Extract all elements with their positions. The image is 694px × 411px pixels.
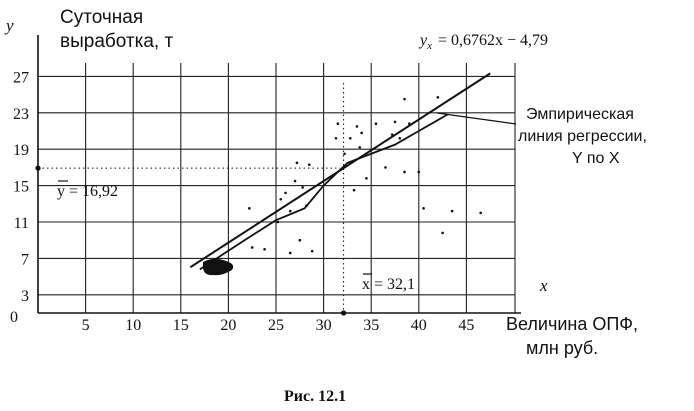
x-tick-label: 15: [173, 317, 189, 334]
y-tick-label: 3: [21, 288, 29, 305]
y-tick-label: 7: [21, 251, 29, 268]
x-tick-label: 30: [316, 317, 332, 334]
data-point: [288, 209, 292, 213]
chart-title-line2: выработка, т: [60, 31, 173, 52]
data-point: [301, 186, 304, 189]
data-point: [276, 220, 280, 224]
data-point: [441, 231, 444, 235]
data-point: [360, 131, 363, 135]
data-point: [393, 120, 397, 124]
data-points: [248, 96, 482, 255]
mean-x-label: x = 32,1: [362, 276, 415, 293]
x-tick-label: 10: [125, 317, 141, 334]
grid: [38, 63, 516, 313]
data-point: [293, 179, 297, 183]
y-tick-label: 27: [13, 69, 29, 86]
theoretical-line-label-sub: x: [426, 40, 432, 52]
y-tick-label: 19: [13, 142, 29, 159]
empirical-label-pointer: [436, 112, 517, 125]
regression-lines: [189, 72, 491, 271]
data-point: [358, 146, 362, 149]
mean-y-label: y = 16,92: [57, 183, 118, 200]
tick-labels: 5 10 15 20 25 30 35 40 45 3 7 11 15 19 23 27: [13, 69, 474, 334]
data-point: [295, 161, 299, 165]
data-point: [336, 122, 340, 126]
empirical-regression-line: [199, 113, 448, 271]
data-point: [343, 152, 346, 156]
y-tick-label: 11: [14, 215, 29, 232]
data-point: [403, 170, 406, 174]
data-point: [308, 163, 311, 166]
mean-lines: [35, 83, 347, 316]
axes: [37, 35, 521, 314]
chart-title-line1: Суточная: [60, 7, 143, 28]
data-point: [365, 177, 368, 180]
empirical-line-label-2: линия регрессии,: [518, 128, 647, 145]
data-point: [479, 211, 482, 215]
y-tick-label: 23: [13, 106, 29, 123]
x-axis-label-line2: млн руб.: [526, 338, 598, 358]
data-point: [417, 170, 421, 174]
theoretical-line-label: yx = 0,6762x − 4,79: [418, 32, 548, 52]
x-tick-label: 35: [363, 317, 379, 334]
data-point: [450, 209, 454, 213]
x-axis-letter: x: [539, 276, 548, 295]
theoretical-line-label-rest: = 0,6762x − 4,79: [438, 32, 548, 49]
mean-x-marker: [340, 310, 347, 316]
mean-y-marker: [35, 165, 41, 171]
x-tick-label: 40: [411, 317, 427, 334]
x-tick-label: 5: [82, 317, 90, 334]
data-point: [263, 248, 266, 251]
origin-label: 0: [10, 309, 18, 326]
y-axis-letter: y: [4, 16, 14, 35]
x-axis-label-line1: Величина ОПФ,: [506, 314, 638, 334]
data-point: [284, 191, 287, 195]
data-point: [398, 136, 402, 140]
data-point: [436, 96, 440, 99]
data-point: [250, 246, 254, 249]
data-point: [422, 207, 425, 210]
data-point: [352, 188, 356, 192]
data-point: [298, 238, 302, 242]
data-point: [288, 251, 292, 255]
data-point: [384, 166, 387, 169]
data-point: [403, 97, 406, 101]
data-point: [334, 136, 338, 140]
figure-caption: Рис. 12.1: [284, 388, 346, 405]
y-tick-label: 15: [13, 179, 29, 196]
data-point: [348, 136, 352, 140]
empirical-line-label-3: Y по X: [572, 150, 620, 167]
theoretical-line-label-y: y: [418, 32, 428, 49]
data-point: [355, 125, 359, 128]
x-tick-label: 20: [220, 317, 236, 334]
data-point: [310, 249, 314, 253]
data-point: [248, 207, 251, 210]
x-tick-label: 25: [268, 317, 284, 334]
empirical-line-label-1: Эмпирическая: [526, 106, 634, 123]
data-point: [279, 197, 283, 201]
x-tick-label: 45: [458, 317, 474, 334]
ink-blot: [203, 258, 234, 276]
data-point: [374, 122, 378, 126]
